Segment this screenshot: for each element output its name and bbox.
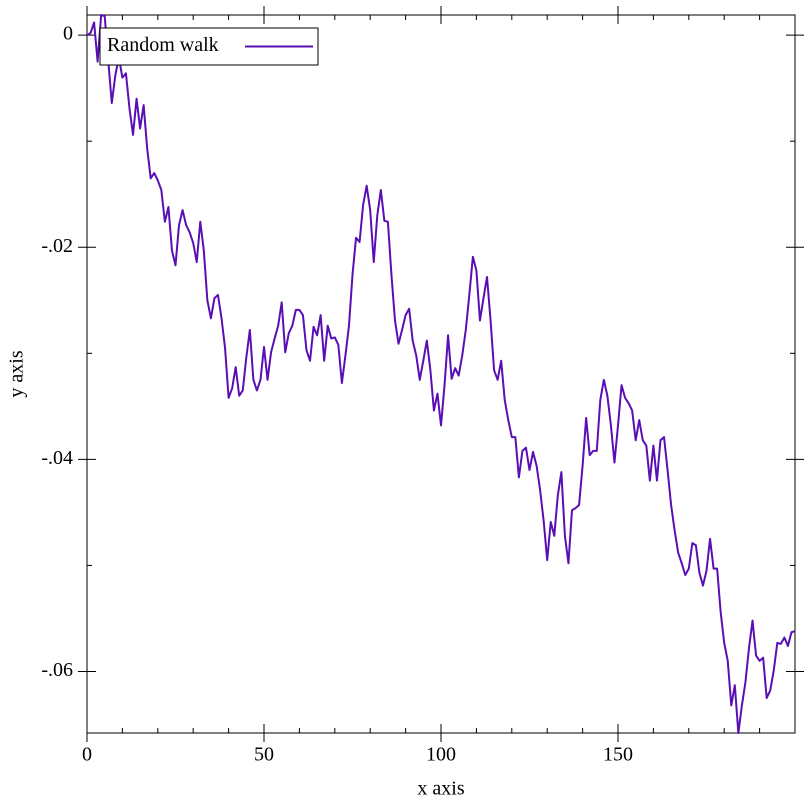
y-axis-label: y axis [6, 350, 28, 397]
legend-label: Random walk [107, 34, 219, 56]
plot-frame [86, 14, 796, 734]
y-tick-label: -.06 [41, 659, 73, 681]
y-tick-label: -.04 [41, 447, 73, 469]
line-series [86, 14, 796, 734]
y-tick-label: 0 [63, 23, 73, 45]
x-tick-label: 100 [426, 744, 456, 766]
x-tick-label: 0 [82, 744, 92, 766]
y-tick-label: -.02 [41, 235, 73, 257]
x-tick-label: 50 [254, 744, 274, 766]
x-tick-label: 150 [603, 744, 633, 766]
x-axis-label: x axis [417, 778, 464, 800]
